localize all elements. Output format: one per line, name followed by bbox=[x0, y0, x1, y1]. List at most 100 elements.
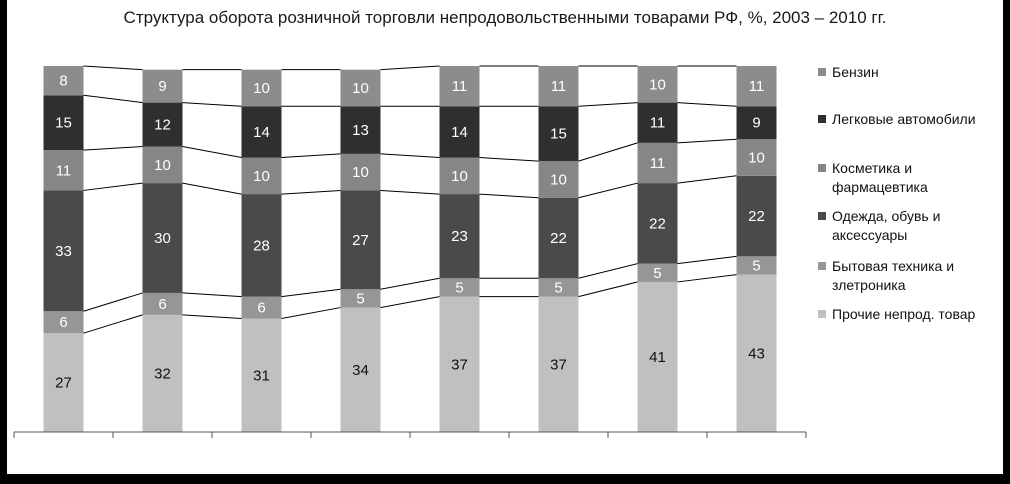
data-label: 11 bbox=[650, 155, 666, 172]
series-connector-line bbox=[182, 146, 242, 158]
bar-segment bbox=[637, 281, 678, 432]
legend-label: Легковые автомобили bbox=[832, 111, 976, 127]
bar-segment bbox=[538, 296, 579, 432]
data-label: 5 bbox=[653, 265, 661, 282]
bar-segment bbox=[637, 183, 678, 264]
series-connector-line bbox=[83, 292, 143, 312]
data-label: 37 bbox=[451, 356, 468, 373]
series-connector-line bbox=[677, 255, 737, 265]
data-label: 13 bbox=[352, 122, 369, 139]
data-label: 9 bbox=[752, 115, 760, 132]
bar-segment bbox=[241, 296, 282, 319]
data-label: 11 bbox=[452, 78, 468, 95]
bar-segment bbox=[637, 263, 678, 282]
series-connector-line bbox=[677, 274, 737, 283]
series-connector-line bbox=[83, 182, 143, 191]
data-label: 6 bbox=[257, 300, 265, 317]
legend-swatch bbox=[818, 212, 826, 220]
legend-label: фармацевтика bbox=[832, 179, 928, 195]
data-label: 9 bbox=[158, 78, 166, 95]
bar-segment bbox=[142, 292, 183, 315]
bar-segment bbox=[43, 311, 84, 334]
data-label: 22 bbox=[550, 230, 567, 247]
data-label: 11 bbox=[56, 162, 72, 179]
data-label: 10 bbox=[550, 171, 567, 188]
data-label: 11 bbox=[749, 78, 765, 95]
data-label: 30 bbox=[154, 230, 171, 247]
data-label: 41 bbox=[649, 349, 666, 366]
legend-swatch bbox=[818, 262, 826, 270]
bar-segment bbox=[538, 197, 579, 279]
bar-segment bbox=[439, 278, 480, 297]
series-connector-line bbox=[182, 102, 242, 107]
legend-swatch bbox=[818, 68, 826, 76]
series-connector-line bbox=[479, 157, 539, 162]
series-connector-line bbox=[380, 65, 440, 71]
data-label: 28 bbox=[253, 237, 270, 254]
series-connector-line bbox=[281, 153, 341, 158]
data-label: 5 bbox=[554, 279, 562, 296]
bar-segment bbox=[241, 318, 282, 432]
chart-title: Структура оборота розничной торговли неп… bbox=[123, 8, 887, 27]
bar-segment bbox=[340, 153, 381, 191]
series-connector-line bbox=[677, 138, 737, 144]
bar-segment bbox=[439, 66, 480, 107]
series-connector-line bbox=[281, 288, 341, 298]
data-label: 10 bbox=[748, 150, 765, 167]
series-connector-line bbox=[578, 142, 638, 162]
legend-label: Бензин bbox=[832, 64, 879, 80]
bar-segment bbox=[43, 95, 84, 151]
bar-segment bbox=[439, 194, 480, 279]
series-connector-line bbox=[182, 314, 242, 320]
data-label: 27 bbox=[352, 232, 369, 249]
data-label: 43 bbox=[748, 345, 765, 362]
bar-segment bbox=[340, 69, 381, 107]
series-connector-line bbox=[281, 189, 341, 195]
data-label: 6 bbox=[158, 296, 166, 313]
data-label: 14 bbox=[451, 124, 468, 141]
series-connector-line bbox=[380, 277, 440, 290]
bar-segment bbox=[637, 142, 678, 184]
bar-segment bbox=[43, 190, 84, 312]
legend-swatch bbox=[818, 310, 826, 318]
bar-segment bbox=[538, 106, 579, 162]
series-connector-line bbox=[380, 296, 440, 309]
data-label: 10 bbox=[352, 80, 369, 97]
series-connector-line bbox=[578, 182, 638, 199]
bar-segment bbox=[538, 161, 579, 198]
legend-swatch bbox=[818, 164, 826, 172]
bar-segment bbox=[241, 194, 282, 297]
series-connector-line bbox=[83, 94, 143, 104]
data-label: 5 bbox=[455, 279, 463, 296]
series-connector-line bbox=[83, 314, 143, 334]
bar-segment bbox=[637, 102, 678, 143]
series-connector-line bbox=[83, 146, 143, 151]
data-label: 11 bbox=[650, 115, 666, 132]
data-label: 10 bbox=[352, 164, 369, 181]
data-label: 27 bbox=[55, 375, 72, 392]
bar-segment bbox=[439, 157, 480, 195]
data-label: 34 bbox=[352, 362, 369, 379]
bar-segment bbox=[43, 150, 84, 191]
series-connector-line bbox=[281, 307, 341, 320]
series-connector-line bbox=[182, 292, 242, 298]
bar-segment bbox=[340, 307, 381, 432]
data-label: 11 bbox=[551, 78, 567, 95]
bar-segment bbox=[241, 69, 282, 107]
bar-segment bbox=[340, 289, 381, 308]
bar-segment bbox=[43, 333, 84, 432]
bar-segment bbox=[538, 278, 579, 297]
bar-segment bbox=[142, 314, 183, 432]
bar-segment bbox=[736, 66, 777, 107]
series-connector-line bbox=[578, 263, 638, 279]
data-label: 5 bbox=[356, 290, 364, 307]
bar-segment bbox=[736, 256, 777, 275]
series-connector-line bbox=[578, 281, 638, 298]
legend-label: Одежда, обувь и bbox=[832, 208, 940, 224]
data-label: 15 bbox=[550, 126, 567, 143]
bar-segment bbox=[439, 106, 480, 158]
bar-segment bbox=[736, 106, 777, 140]
data-label: 8 bbox=[59, 73, 67, 90]
legend-label: Прочие непрод. товар bbox=[832, 306, 976, 322]
